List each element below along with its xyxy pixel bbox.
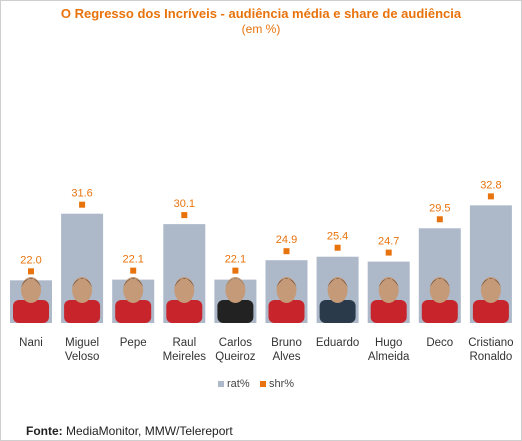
marker-shr-6 bbox=[334, 244, 341, 251]
source-text: MediaMonitor, MMW/Telereport bbox=[66, 424, 233, 438]
player-avatar bbox=[217, 277, 254, 323]
avatar-face bbox=[327, 277, 348, 303]
category-label-6-0: Eduardo bbox=[316, 337, 359, 349]
data-label-9: 32.8 bbox=[480, 179, 501, 191]
data-label-4: 22.1 bbox=[225, 254, 246, 266]
player-avatar bbox=[115, 277, 152, 323]
marker-shr-8 bbox=[436, 216, 443, 223]
data-label-5: 24.9 bbox=[276, 234, 297, 246]
category-label-7-0: Hugo bbox=[375, 337, 403, 349]
avatar-hair bbox=[429, 278, 450, 287]
marker-shr-5 bbox=[283, 248, 290, 255]
category-labels-group: Nani Miguel Veloso Pepe Raul Meireles Carlos Qu… bbox=[19, 337, 513, 363]
avatar-face bbox=[480, 277, 501, 303]
category-label-8-0: Deco bbox=[426, 337, 453, 349]
category-label-2-0: Pepe bbox=[120, 337, 147, 349]
category-label-9-1: Ronaldo bbox=[469, 351, 512, 363]
avatar-hair bbox=[72, 278, 93, 287]
avatar-shirt bbox=[13, 300, 49, 323]
source-label: Fonte: bbox=[26, 424, 63, 438]
source-note: Fonte: MediaMonitor, MMW/Telereport bbox=[26, 424, 233, 438]
avatar-face bbox=[123, 277, 144, 303]
marker-shr-2 bbox=[130, 267, 137, 274]
avatar-shirt bbox=[64, 300, 101, 323]
chart-subtitle: (em %) bbox=[241, 22, 281, 36]
category-label-4-0: Carlos bbox=[219, 337, 252, 349]
marker-shr-1 bbox=[79, 201, 86, 208]
category-label-5-1: Alves bbox=[272, 351, 300, 363]
category-label-9-0: Cristiano bbox=[468, 337, 513, 349]
avatar-shirt bbox=[472, 300, 509, 323]
data-label-6: 25.4 bbox=[327, 231, 348, 243]
avatar-shirt bbox=[319, 300, 356, 323]
player-avatar bbox=[64, 277, 101, 323]
avatar-hair bbox=[378, 278, 399, 287]
avatar-shirt bbox=[217, 300, 254, 323]
avatar-hair bbox=[174, 278, 195, 287]
player-avatar bbox=[13, 277, 49, 323]
legend-label-shr: shr% bbox=[269, 378, 294, 390]
avatar-hair bbox=[21, 278, 41, 287]
avatar-face bbox=[21, 277, 41, 303]
data-label-2: 22.1 bbox=[122, 254, 143, 266]
marker-shr-4 bbox=[232, 267, 239, 274]
chart-title: O Regresso dos Incríveis - audiência méd… bbox=[60, 6, 462, 21]
avatar-hair bbox=[327, 278, 348, 287]
data-label-3: 30.1 bbox=[174, 198, 195, 210]
avatar-shirt bbox=[268, 300, 305, 323]
avatar-face bbox=[225, 277, 246, 303]
marker-shr-7 bbox=[385, 249, 392, 256]
category-label-1-0: Miguel bbox=[65, 337, 99, 349]
marker-shr-0 bbox=[28, 268, 34, 275]
marker-shr-3 bbox=[181, 212, 188, 219]
data-label-8: 29.5 bbox=[429, 202, 450, 214]
player-avatar bbox=[370, 277, 407, 323]
avatar-face bbox=[276, 277, 297, 303]
player-avatar bbox=[268, 277, 305, 323]
avatar-hair bbox=[123, 278, 144, 287]
data-label-1: 31.6 bbox=[71, 188, 92, 200]
avatar-shirt bbox=[166, 300, 203, 323]
category-label-0-0: Nani bbox=[19, 337, 43, 349]
avatar-face bbox=[174, 277, 195, 303]
category-label-3-0: Raul bbox=[172, 337, 196, 349]
avatar-face bbox=[72, 277, 93, 303]
avatar-shirt bbox=[115, 300, 152, 323]
avatar-hair bbox=[225, 278, 246, 287]
legend: rat% shr% bbox=[218, 378, 294, 390]
avatars-group bbox=[13, 277, 509, 323]
legend-swatch-rat bbox=[218, 381, 224, 387]
category-label-3-1: Meireles bbox=[163, 351, 207, 363]
player-avatar bbox=[166, 277, 203, 323]
marker-shr-9 bbox=[487, 193, 494, 200]
category-label-7-1: Almeida bbox=[368, 351, 410, 363]
player-avatar bbox=[472, 277, 509, 323]
player-avatar bbox=[319, 277, 356, 323]
markers-group bbox=[28, 193, 494, 275]
legend-swatch-shr bbox=[260, 381, 266, 387]
data-label-0: 22.0 bbox=[20, 254, 41, 266]
avatar-face bbox=[429, 277, 450, 303]
avatar-face bbox=[378, 277, 399, 303]
player-avatar bbox=[421, 277, 458, 323]
category-label-1-1: Veloso bbox=[65, 351, 100, 363]
category-label-4-1: Queiroz bbox=[215, 351, 256, 363]
data-label-7: 24.7 bbox=[378, 236, 399, 248]
legend-label-rat: rat% bbox=[227, 378, 250, 390]
avatar-hair bbox=[480, 278, 501, 287]
avatar-shirt bbox=[421, 300, 458, 323]
value-labels-group: 22.0 31.6 22.1 30.1 22.1 24.9 25.4 24.7 29.5 32.8 bbox=[20, 179, 501, 266]
category-label-5-0: Bruno bbox=[271, 337, 302, 349]
avatar-shirt bbox=[370, 300, 407, 323]
avatar-hair bbox=[276, 278, 297, 287]
